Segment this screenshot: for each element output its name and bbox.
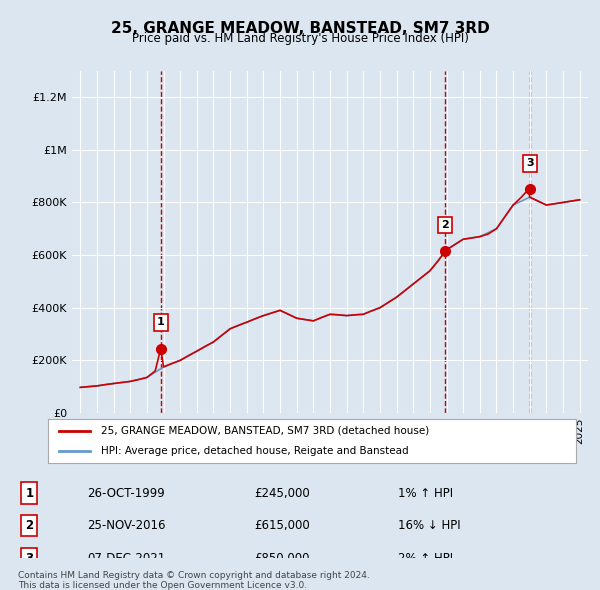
Text: 25-NOV-2016: 25-NOV-2016	[87, 519, 166, 532]
Text: Price paid vs. HM Land Registry's House Price Index (HPI): Price paid vs. HM Land Registry's House …	[131, 32, 469, 45]
Text: 26-OCT-1999: 26-OCT-1999	[87, 487, 164, 500]
Text: £850,000: £850,000	[254, 552, 310, 565]
Text: HPI: Average price, detached house, Reigate and Banstead: HPI: Average price, detached house, Reig…	[101, 446, 409, 456]
Text: 25, GRANGE MEADOW, BANSTEAD, SM7 3RD: 25, GRANGE MEADOW, BANSTEAD, SM7 3RD	[110, 21, 490, 35]
Text: 3: 3	[526, 158, 533, 168]
Text: 2: 2	[441, 220, 449, 230]
Text: £245,000: £245,000	[254, 487, 310, 500]
Text: 2% ↑ HPI: 2% ↑ HPI	[398, 552, 453, 565]
Text: 1: 1	[157, 317, 164, 327]
Text: 07-DEC-2021: 07-DEC-2021	[87, 552, 165, 565]
Text: 25, GRANGE MEADOW, BANSTEAD, SM7 3RD (detached house): 25, GRANGE MEADOW, BANSTEAD, SM7 3RD (de…	[101, 426, 429, 436]
Text: Contains HM Land Registry data © Crown copyright and database right 2024.
This d: Contains HM Land Registry data © Crown c…	[18, 571, 370, 590]
Text: £615,000: £615,000	[254, 519, 310, 532]
Text: 3: 3	[25, 552, 34, 565]
Text: 2: 2	[25, 519, 34, 532]
Text: 1: 1	[25, 487, 34, 500]
Text: 16% ↓ HPI: 16% ↓ HPI	[398, 519, 461, 532]
Text: 1% ↑ HPI: 1% ↑ HPI	[398, 487, 453, 500]
